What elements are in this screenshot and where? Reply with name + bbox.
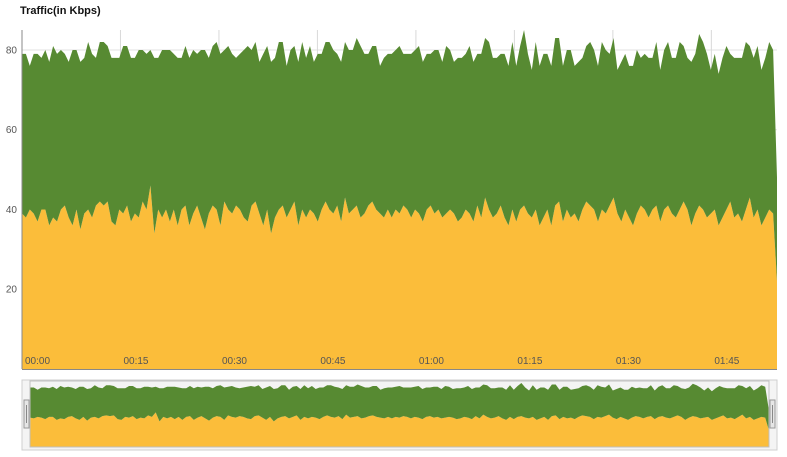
navigator-areas bbox=[30, 383, 769, 447]
x-tick-label: 00:45 bbox=[320, 356, 345, 367]
navigator-area-series-1 bbox=[30, 412, 769, 447]
area-series-1 bbox=[22, 185, 777, 369]
x-tick-label: 01:45 bbox=[714, 356, 739, 367]
series-areas bbox=[22, 30, 777, 369]
y-tick-labels: 20 40 60 80 bbox=[6, 45, 18, 295]
y-tick-label: 20 bbox=[6, 285, 18, 296]
x-tick-label: 01:30 bbox=[616, 356, 641, 367]
y-tick-label: 80 bbox=[6, 45, 18, 56]
x-tick-label: 01:00 bbox=[419, 356, 444, 367]
x-tick-label: 01:15 bbox=[517, 356, 542, 367]
navigator-selection[interactable] bbox=[29, 380, 770, 448]
x-tick-label: 00:00 bbox=[25, 356, 50, 367]
axes bbox=[21, 30, 777, 370]
y-tick-label: 40 bbox=[6, 205, 18, 216]
area-series-2 bbox=[22, 30, 777, 282]
x-tick-label: 00:15 bbox=[123, 356, 148, 367]
navigator-area-series-2 bbox=[30, 383, 769, 431]
chart-title: Traffic(in Kbps) bbox=[20, 5, 101, 17]
x-tick-label: 00:30 bbox=[222, 356, 247, 367]
y-tick-label: 60 bbox=[6, 125, 18, 136]
x-tick-labels: 00:00 00:15 00:30 00:45 01:00 01:15 01:30 01:45 bbox=[25, 356, 740, 367]
